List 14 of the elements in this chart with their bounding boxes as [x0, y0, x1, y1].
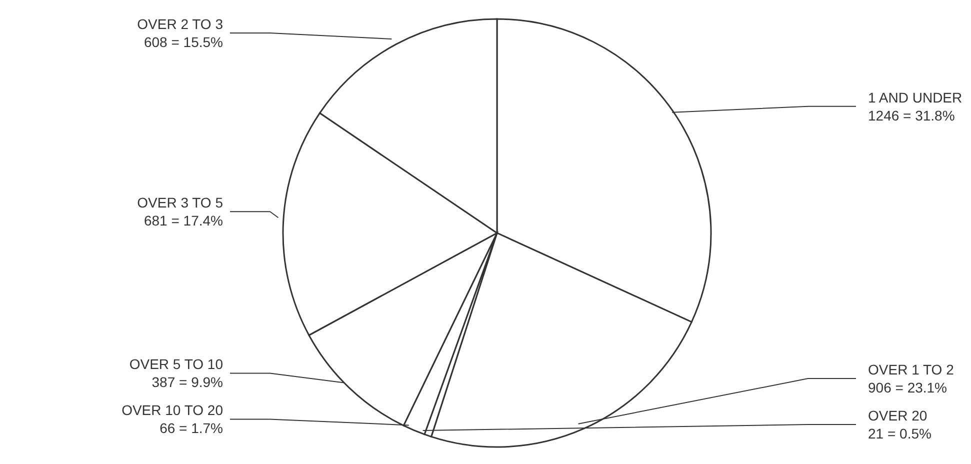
slice-label: 1 AND UNDER — [868, 89, 962, 106]
data-label: 387 = 9.9% — [152, 374, 223, 390]
slice-label: OVER 20 — [868, 408, 928, 424]
slice-label: OVER 5 TO 10 — [129, 356, 224, 372]
slice-label: OVER 3 TO 5 — [137, 194, 224, 211]
data-label: 906 = 23.1% — [868, 380, 948, 396]
data-label: 681 = 17.4% — [144, 212, 223, 229]
slice-label: OVER 2 TO 3 — [137, 16, 224, 32]
data-label: 66 = 1.7% — [160, 420, 223, 436]
data-label: 608 = 15.5% — [144, 34, 223, 50]
data-label: 21 = 0.5% — [868, 426, 932, 442]
data-label: 1246 = 31.8% — [868, 107, 955, 124]
slice-label: OVER 10 TO 20 — [122, 402, 224, 418]
slice-label: OVER 1 TO 2 — [868, 362, 954, 378]
